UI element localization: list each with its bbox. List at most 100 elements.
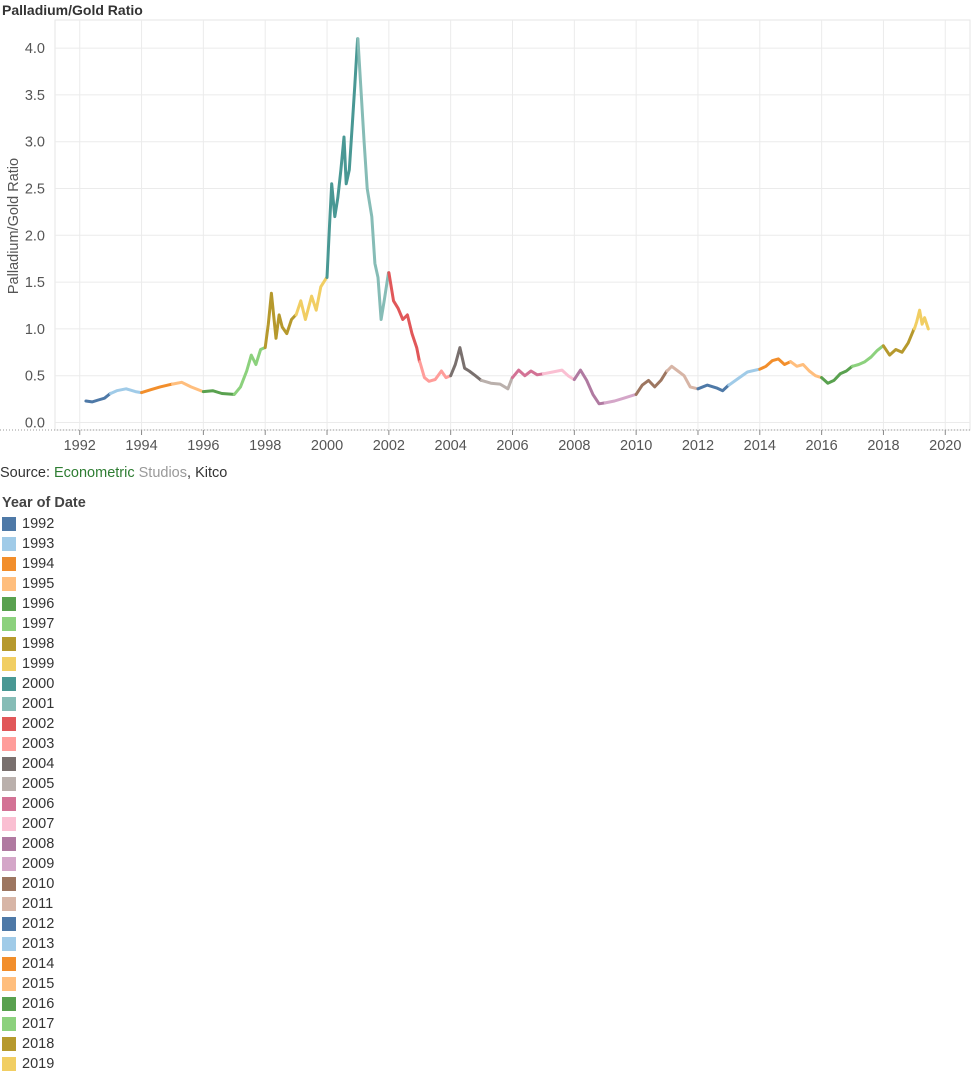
x-tick-label: 2012 [682, 438, 714, 454]
legend-label: 1993 [22, 536, 55, 552]
series-line-2009 [603, 392, 638, 405]
series-line-2002 [387, 271, 421, 364]
legend-item-2001: 2001 [2, 694, 86, 714]
x-tick-label: 2020 [929, 438, 961, 454]
series-line-2011 [665, 364, 700, 391]
grid [54, 19, 971, 431]
legend-label: 2001 [22, 696, 55, 712]
legend-item-2009: 2009 [2, 854, 86, 874]
legend-swatch [2, 657, 16, 671]
y-tick-label: 3.0 [25, 135, 45, 151]
legend-item-2014: 2014 [2, 954, 86, 974]
legend-swatch [2, 857, 16, 871]
legend-item-1995: 1995 [2, 574, 86, 594]
legend-label: 2012 [22, 916, 55, 932]
legend: Year of Date 1992 1993 1994 1995 1996 1997 199… [2, 495, 86, 1074]
y-tick-label: 0.5 [25, 369, 45, 385]
legend-item-2015: 2015 [2, 974, 86, 994]
legend-label: 2003 [22, 736, 55, 752]
legend-swatch [2, 1017, 16, 1031]
legend-label: 2018 [22, 1036, 55, 1052]
legend-swatch [2, 697, 16, 711]
legend-item-2010: 2010 [2, 874, 86, 894]
source-kitco: Kitco [195, 465, 228, 481]
legend-item-2016: 2016 [2, 994, 86, 1014]
legend-label: 1994 [22, 556, 55, 572]
legend-swatch [2, 517, 16, 531]
series-line-1994 [140, 382, 174, 395]
legend-swatch [2, 537, 16, 551]
x-tick-label: 2006 [496, 438, 528, 454]
legend-item-2002: 2002 [2, 714, 86, 734]
x-tick-label: 2008 [558, 438, 590, 454]
line-chart: 0.0 0.5 1.0 1.5 2.0 2.5 3.0 3.5 4.0 1992 1994 1996 1… [0, 19, 971, 454]
legend-item-1992: 1992 [2, 514, 86, 534]
legend-item-2003: 2003 [2, 734, 86, 754]
legend-item-1999: 1999 [2, 654, 86, 674]
series-line-2014 [758, 357, 792, 371]
axes: 0.0 0.5 1.0 1.5 2.0 2.5 3.0 3.5 4.0 1992 1994 1996 1… [0, 41, 970, 454]
legend-label: 2006 [22, 796, 55, 812]
legend-label: 2013 [22, 936, 55, 952]
legend-item-1994: 1994 [2, 554, 86, 574]
legend-swatch [2, 937, 16, 951]
series-line-1999 [294, 275, 329, 321]
series-line-2015 [789, 360, 823, 380]
x-tick-label: 2000 [311, 438, 343, 454]
chart-title: Palladium/Gold Ratio [2, 2, 143, 18]
y-tick-label: 1.5 [25, 275, 45, 291]
legend-label: 2017 [22, 1016, 55, 1032]
legend-item-2019: 2019 [2, 1054, 86, 1074]
legend-item-2006: 2006 [2, 794, 86, 814]
legend-label: 2000 [22, 676, 55, 692]
legend-item-2004: 2004 [2, 754, 86, 774]
legend-item-2005: 2005 [2, 774, 86, 794]
series-line-2016 [820, 364, 854, 385]
legend-item-2018: 2018 [2, 1034, 86, 1054]
legend-item-2017: 2017 [2, 1014, 86, 1034]
legend-label: 1997 [22, 616, 55, 632]
source-studios: Studios [134, 465, 187, 481]
legend-swatch [2, 1057, 16, 1071]
legend-label: 2014 [22, 956, 55, 972]
y-tick-label: 3.5 [25, 88, 45, 104]
series-line-1998 [263, 291, 298, 350]
legend-swatch [2, 577, 16, 591]
x-tick-label: 1996 [187, 438, 219, 454]
legend-swatch [2, 897, 16, 911]
x-tick-label: 1998 [249, 438, 281, 454]
legend-item-2000: 2000 [2, 674, 86, 694]
legend-label: 2016 [22, 996, 55, 1012]
legend-swatch [2, 637, 16, 651]
legend-item-2013: 2013 [2, 934, 86, 954]
series-line-2017 [851, 344, 885, 368]
legend-item-1998: 1998 [2, 634, 86, 654]
legend-label: 1992 [22, 516, 55, 532]
legend-label: 2007 [22, 816, 55, 832]
series-lines [84, 37, 930, 406]
series-line-1995 [171, 380, 205, 394]
legend-item-2008: 2008 [2, 834, 86, 854]
legend-label: 2002 [22, 716, 55, 732]
series-line-2003 [418, 360, 452, 383]
series-line-2006 [511, 368, 545, 380]
series-line-2004 [449, 346, 483, 382]
legend-item-1997: 1997 [2, 614, 86, 634]
legend-label: 2009 [22, 856, 55, 872]
legend-swatch [2, 557, 16, 571]
y-tick-label: 4.0 [25, 41, 45, 57]
x-tick-label: 2014 [744, 438, 776, 454]
y-tick-label: 2.5 [25, 181, 45, 197]
legend-label: 2008 [22, 836, 55, 852]
y-axis-label: Palladium/Gold Ratio [6, 158, 22, 294]
series-line-2001 [356, 37, 390, 321]
legend-label: 2005 [22, 776, 55, 792]
legend-swatch [2, 677, 16, 691]
legend-item-1993: 1993 [2, 534, 86, 554]
x-tick-label: 2010 [620, 438, 652, 454]
legend-label: 2004 [22, 756, 55, 772]
series-line-2013 [727, 367, 761, 387]
series-line-1996 [201, 389, 236, 396]
x-tick-label: 2016 [805, 438, 837, 454]
series-line-2010 [634, 369, 669, 396]
